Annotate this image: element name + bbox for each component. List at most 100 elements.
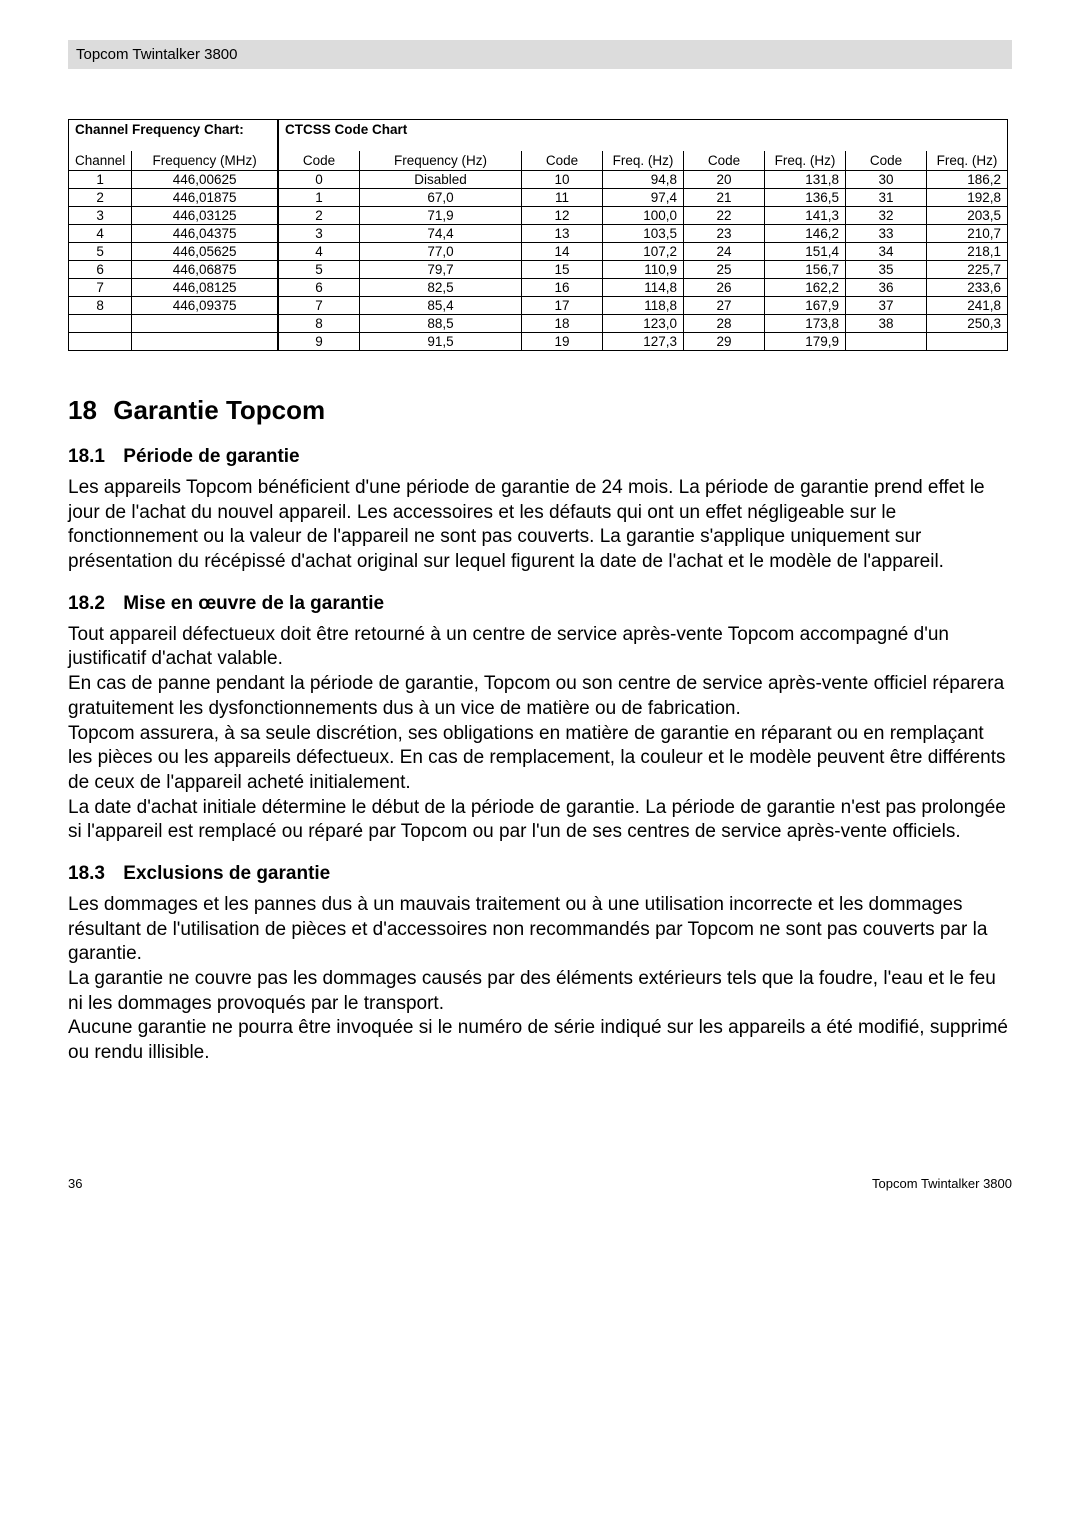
table-cell: 446,09375 (132, 297, 278, 315)
table-cell: 27 (684, 297, 765, 315)
body-text: Tout appareil défectueux doit être retou… (68, 623, 1012, 672)
table-cell: 146,2 (765, 225, 846, 243)
table-cell: 0 (279, 171, 360, 189)
table-cell: 446,08125 (132, 279, 278, 297)
table-cell: 30 (846, 171, 927, 189)
table-cell: 82,5 (360, 279, 522, 297)
table-cell: 156,7 (765, 261, 846, 279)
body-text: Les dommages et les pannes dus à un mauv… (68, 893, 1012, 967)
table-cell: 34 (846, 243, 927, 261)
page-number: 36 (68, 1176, 82, 1191)
table-cell: 241,8 (927, 297, 1008, 315)
table-cell: 17 (522, 297, 603, 315)
table-cell: 192,8 (927, 189, 1008, 207)
subsection-3-heading: 18.3 Exclusions de garantie (68, 863, 1012, 885)
table-cell: 97,4 (603, 189, 684, 207)
table-cell: 77,0 (360, 243, 522, 261)
table-cell: 79,7 (360, 261, 522, 279)
table-cell: 5 (279, 261, 360, 279)
table-cell: 218,1 (927, 243, 1008, 261)
table-header: Code (684, 151, 765, 171)
freq-header-freq: Frequency (MHz) (132, 151, 278, 171)
table-cell: 225,7 (927, 261, 1008, 279)
table-cell: 26 (684, 279, 765, 297)
table-cell: 123,0 (603, 315, 684, 333)
table-cell: 203,5 (927, 207, 1008, 225)
table-cell: 167,9 (765, 297, 846, 315)
table-cell: 4 (69, 225, 132, 243)
body-text: Les appareils Topcom bénéficient d'une p… (68, 476, 1012, 575)
table-cell: 446,03125 (132, 207, 278, 225)
table-cell: 25 (684, 261, 765, 279)
table-cell: 179,9 (765, 333, 846, 351)
table-header: Freq. (Hz) (765, 151, 846, 171)
body-text: Topcom assurera, à sa seule discrétion, … (68, 722, 1012, 796)
table-header: Freq. (Hz) (603, 151, 684, 171)
page-footer: 36 Topcom Twintalker 3800 (68, 1176, 1012, 1191)
table-cell: 1 (69, 171, 132, 189)
table-cell: 446,01875 (132, 189, 278, 207)
page-header: Topcom Twintalker 3800 (68, 40, 1012, 69)
subsection-1-heading: 18.1 Période de garantie (68, 446, 1012, 468)
table-cell: 110,9 (603, 261, 684, 279)
table-cell: 127,3 (603, 333, 684, 351)
table-cell: 24 (684, 243, 765, 261)
table-cell: 18 (522, 315, 603, 333)
ctcss-chart-title: CTCSS Code Chart (279, 120, 1008, 152)
subsection-title: Période de garantie (123, 446, 299, 467)
subsection-title: Exclusions de garantie (123, 863, 330, 884)
table-cell: 85,4 (360, 297, 522, 315)
body-text: La garantie ne couvre pas les dommages c… (68, 967, 1012, 1016)
freq-chart-title: Channel Frequency Chart: (69, 120, 278, 152)
body-text: En cas de panne pendant la période de ga… (68, 672, 1012, 721)
table-cell: 186,2 (927, 171, 1008, 189)
table-cell: 67,0 (360, 189, 522, 207)
table-cell: 36 (846, 279, 927, 297)
table-cell (69, 315, 132, 333)
table-cell: 28 (684, 315, 765, 333)
table-cell: 10 (522, 171, 603, 189)
table-cell: 5 (69, 243, 132, 261)
table-cell: 31 (846, 189, 927, 207)
table-cell: 162,2 (765, 279, 846, 297)
charts-container: Channel Frequency Chart: Channel Frequen… (68, 119, 1012, 351)
table-cell: 250,3 (927, 315, 1008, 333)
table-cell: 91,5 (360, 333, 522, 351)
table-cell (132, 333, 278, 351)
table-cell: 71,9 (360, 207, 522, 225)
table-cell: 22 (684, 207, 765, 225)
table-cell: 11 (522, 189, 603, 207)
table-cell: 107,2 (603, 243, 684, 261)
frequency-chart-table: Channel Frequency Chart: Channel Frequen… (68, 119, 278, 351)
table-cell: 233,6 (927, 279, 1008, 297)
subsection-number: 18.3 (68, 863, 118, 885)
table-cell: 1 (279, 189, 360, 207)
table-cell: 7 (279, 297, 360, 315)
table-cell: 8 (279, 315, 360, 333)
body-text: La date d'achat initiale détermine le dé… (68, 796, 1012, 845)
table-cell: 2 (279, 207, 360, 225)
table-cell: 19 (522, 333, 603, 351)
table-cell: 74,4 (360, 225, 522, 243)
table-cell: Disabled (360, 171, 522, 189)
table-cell: 446,04375 (132, 225, 278, 243)
table-cell: 3 (69, 207, 132, 225)
table-cell: 35 (846, 261, 927, 279)
table-cell: 14 (522, 243, 603, 261)
table-cell: 446,06875 (132, 261, 278, 279)
table-header: Code (279, 151, 360, 171)
table-cell: 6 (279, 279, 360, 297)
table-cell: 4 (279, 243, 360, 261)
table-cell (927, 333, 1008, 351)
table-cell: 114,8 (603, 279, 684, 297)
table-cell: 33 (846, 225, 927, 243)
table-cell: 12 (522, 207, 603, 225)
table-cell: 88,5 (360, 315, 522, 333)
table-cell: 118,8 (603, 297, 684, 315)
subsection-title: Mise en œuvre de la garantie (123, 593, 384, 614)
footer-label: Topcom Twintalker 3800 (872, 1176, 1012, 1191)
section-title: Garantie Topcom (113, 395, 325, 425)
table-cell: 210,7 (927, 225, 1008, 243)
table-cell (69, 333, 132, 351)
table-cell: 136,5 (765, 189, 846, 207)
